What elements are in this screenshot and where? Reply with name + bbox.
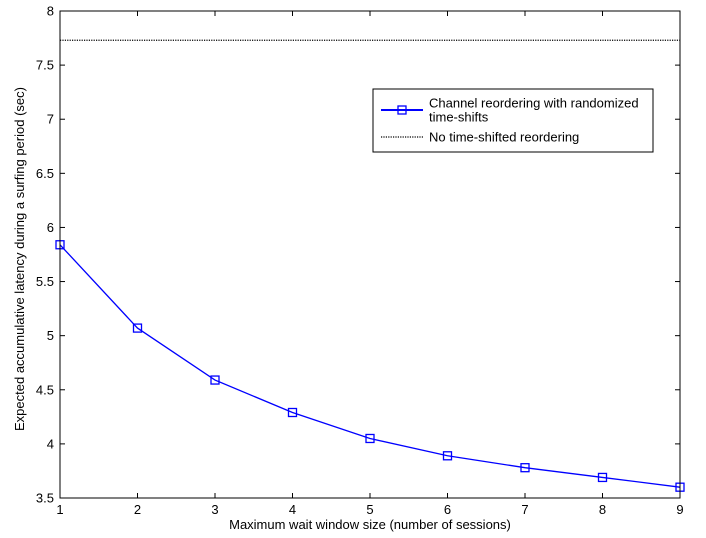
y-tick-label: 4.5 [36,382,54,397]
x-tick-label: 6 [444,502,451,517]
y-tick-label: 6.5 [36,166,54,181]
data-point-marker [520,463,530,473]
x-tick-label: 9 [676,502,683,517]
data-point-marker [287,407,298,418]
legend-label: No time-shifted reordering [429,130,579,145]
x-tick-label: 5 [366,502,373,517]
data-point-marker [442,451,453,461]
y-tick-label: 7.5 [36,58,54,73]
y-tick-label: 5.5 [36,274,54,289]
data-point-marker [597,472,608,483]
legend-marker-sample [397,105,407,115]
y-tick-label: 8 [47,4,54,19]
series-line-1 [59,244,681,488]
y-tick-label: 4 [47,436,54,451]
y-tick-label: 6 [47,220,54,235]
plot-area [60,11,680,498]
legend-box [372,88,654,153]
x-tick-label: 3 [211,502,218,517]
axes: 1 2 3 4 5 6 7 8 9 3.5 4 4.5 5 5.5 6 6.5 7 7.5 8 [36,4,684,518]
x-tick-label: 2 [134,502,141,517]
legend: Channel reordering with randomizedtime-s… [372,88,654,153]
x-tick-label: 1 [56,502,63,517]
x-axis-label: Maximum wait window size (number of sess… [229,517,511,532]
y-tick-label: 7 [47,112,54,127]
y-tick-label: 5 [47,328,54,343]
plot-background [60,11,680,498]
x-tick-label: 7 [521,502,528,517]
legend-label: time-shifts [429,110,489,125]
data-point-marker [365,433,375,444]
data-point-marker [210,375,220,385]
legend-label: Channel reordering with randomized [429,96,639,111]
x-tick-label: 4 [289,502,296,517]
y-tick-label: 3.5 [36,491,54,506]
data-point-marker [132,323,143,333]
y-axis-label: Expected accumulative latency during a s… [12,87,27,431]
x-tick-label: 8 [599,502,606,517]
